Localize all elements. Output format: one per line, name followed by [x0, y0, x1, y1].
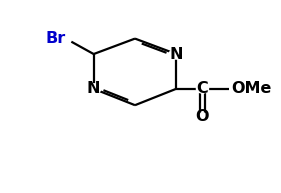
Circle shape	[87, 84, 101, 94]
Text: Br: Br	[46, 30, 66, 46]
Circle shape	[196, 85, 209, 93]
Circle shape	[169, 49, 183, 59]
Circle shape	[197, 113, 208, 121]
Text: O: O	[196, 109, 209, 124]
Text: N: N	[169, 47, 183, 62]
Text: C: C	[197, 81, 208, 96]
Text: N: N	[87, 81, 100, 96]
Text: OMe: OMe	[231, 81, 272, 96]
